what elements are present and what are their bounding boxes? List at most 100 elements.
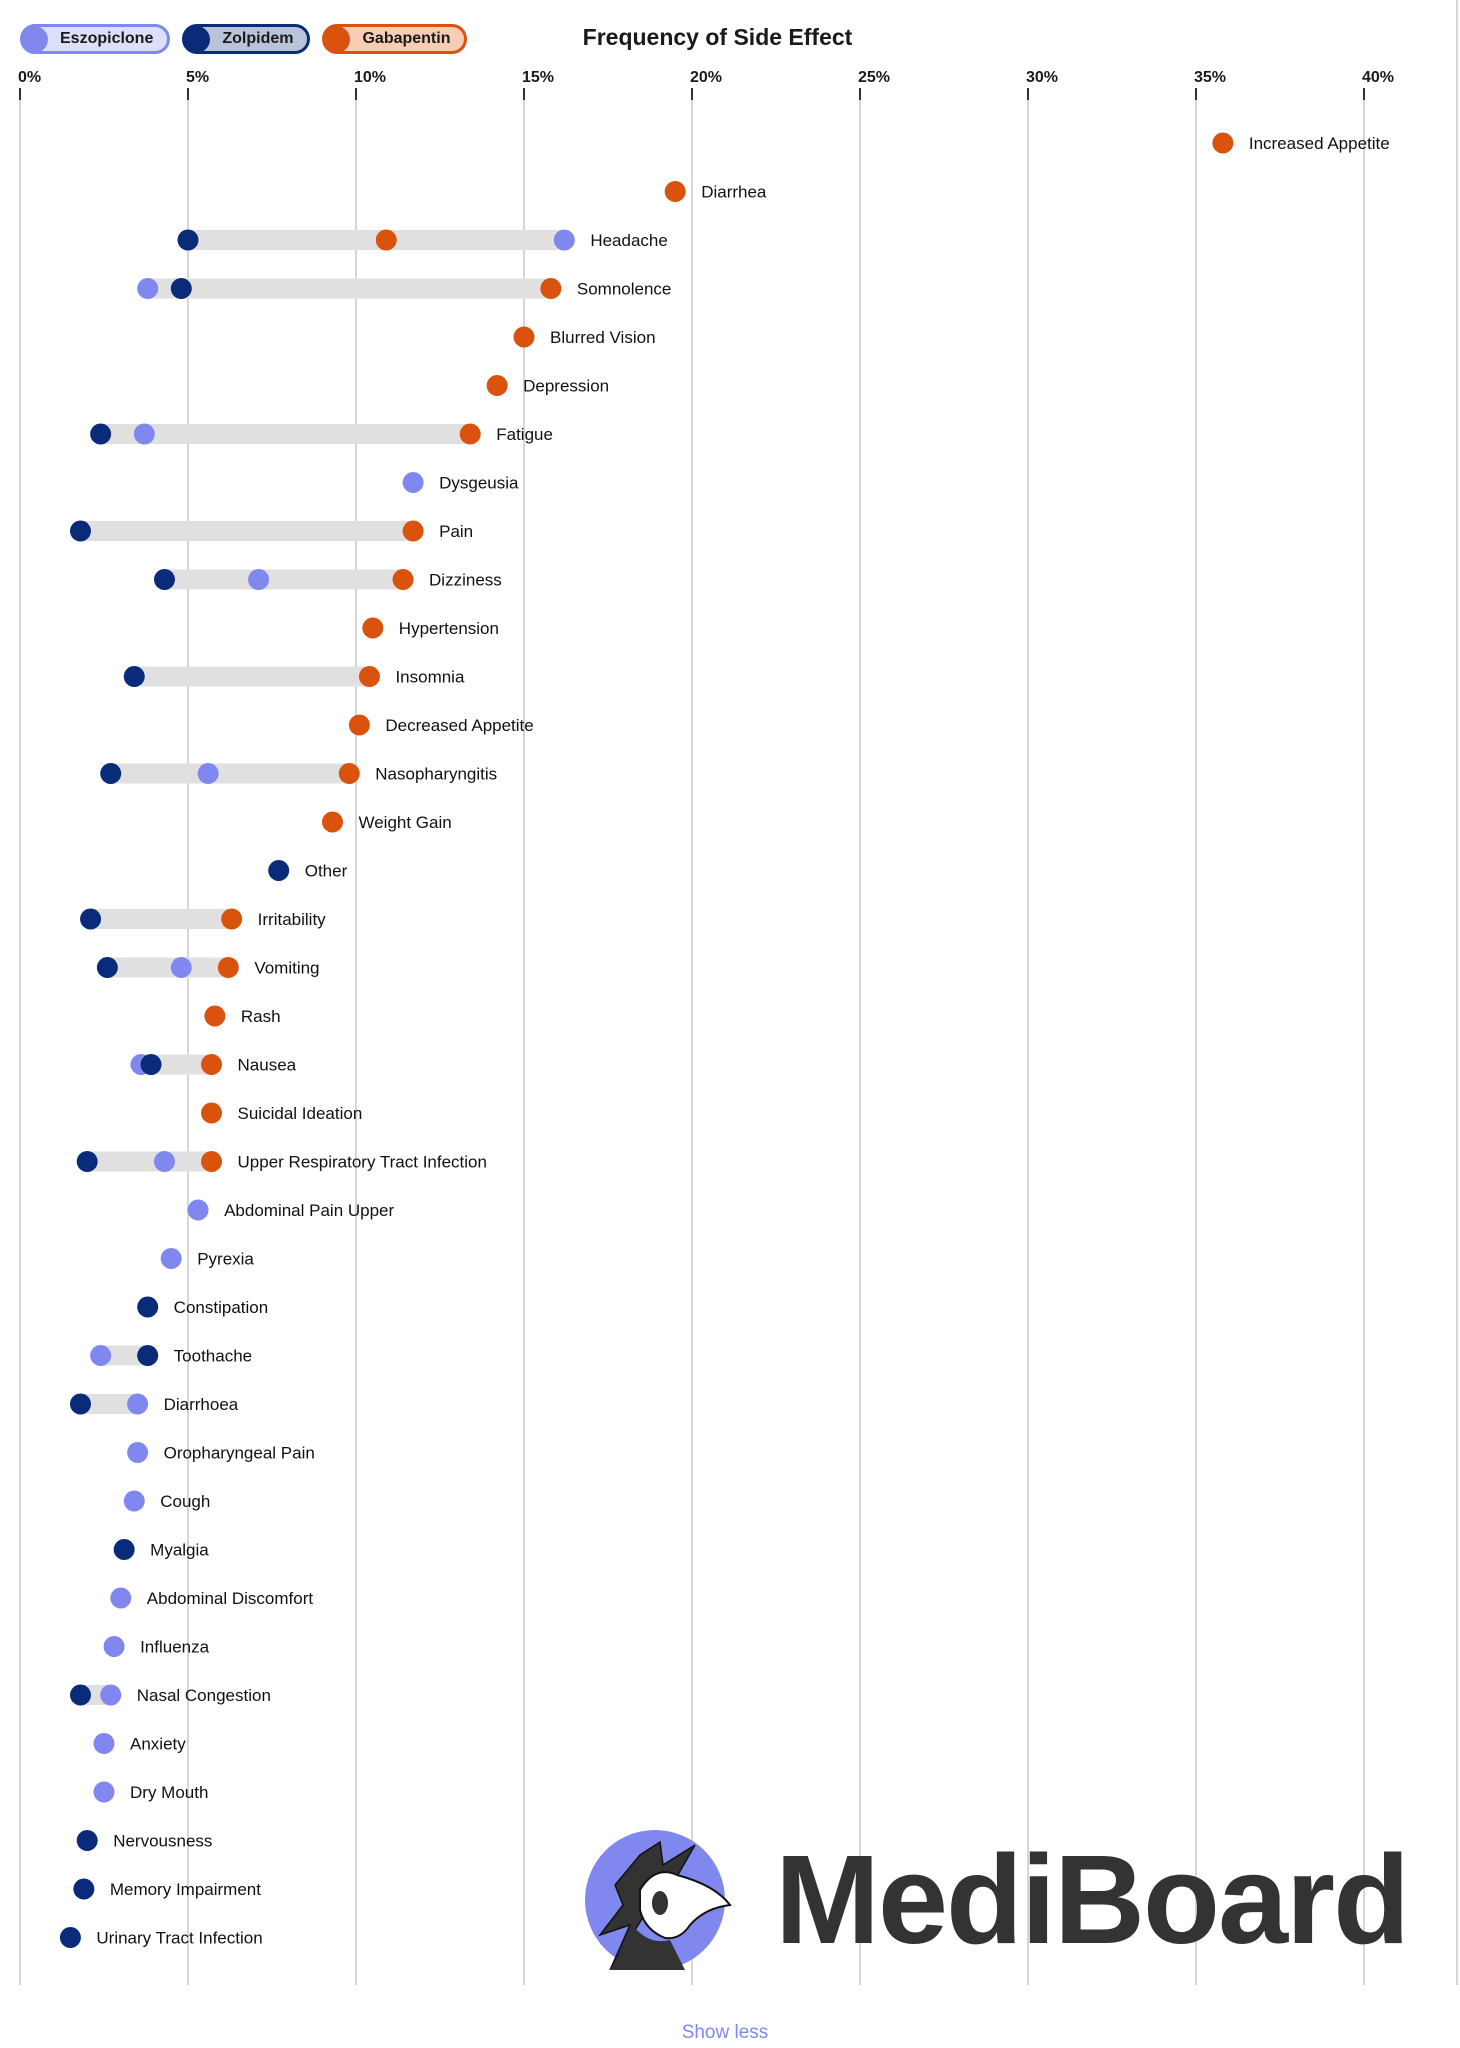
row-label: Dizziness <box>429 571 502 590</box>
row-label: Diarrhea <box>701 183 767 202</box>
gabapentin-point <box>486 375 508 396</box>
row-label: Somnolence <box>577 280 672 299</box>
zolpidem-point <box>113 1539 135 1560</box>
gabapentin-point <box>459 423 481 445</box>
zolpidem-point <box>177 229 199 251</box>
eszopiclone-point <box>110 1587 132 1609</box>
gabapentin-point <box>221 908 243 930</box>
x-tick-label: 35% <box>1194 69 1226 86</box>
row-label: Anxiety <box>130 1735 186 1754</box>
legend-toggle-gabapentin[interactable]: Gabapentin <box>322 24 468 54</box>
row-label: Rash <box>241 1007 281 1026</box>
zolpidem-point <box>153 569 175 590</box>
row-label: Weight Gain <box>358 813 451 832</box>
eszopiclone-point <box>133 423 155 445</box>
gabapentin-point <box>201 1151 223 1172</box>
gabapentin-swatch <box>323 25 351 53</box>
zolpidem-point <box>76 1830 98 1851</box>
zolpidem-point <box>69 1393 91 1415</box>
gabapentin-point <box>201 1054 223 1075</box>
gabapentin-point <box>321 811 343 833</box>
row-label: Constipation <box>174 1298 269 1317</box>
dot-range-chart: 0% 5% 10% 15% 20% 25% 30% 35% 40% Increased Appet… <box>18 0 1458 1985</box>
x-tick-label: 25% <box>858 69 890 86</box>
eszopiclone-point <box>402 472 424 493</box>
eszopiclone-point <box>90 1345 112 1366</box>
row-label: Memory Impairment <box>110 1880 261 1899</box>
row-label: Insomnia <box>395 668 465 687</box>
eszopiclone-point <box>93 1733 115 1754</box>
eszopiclone-swatch <box>21 25 48 53</box>
row-label: Pyrexia <box>197 1250 254 1269</box>
eszopiclone-point <box>127 1393 149 1415</box>
range-bar <box>100 424 471 444</box>
row-label: Blurred Vision <box>550 328 656 347</box>
row-label: Decreased Appetite <box>385 716 533 735</box>
chart-title: Frequency of Side Effect <box>582 24 853 50</box>
range-bar <box>100 1345 148 1366</box>
zolpidem-point <box>96 957 118 978</box>
x-tick-label: 15% <box>522 69 554 86</box>
row-label: Fatigue <box>496 425 553 444</box>
legend-toggle-zolpidem[interactable]: Zolpidem <box>182 24 311 54</box>
row-label: Nasopharyngitis <box>375 765 497 784</box>
eszopiclone-point <box>123 1490 145 1512</box>
zolpidem-point <box>123 666 145 687</box>
row-label: Vomiting <box>254 959 319 978</box>
row-label: Nausea <box>238 1056 297 1075</box>
row-label: Toothache <box>174 1347 252 1366</box>
zolpidem-point <box>76 1151 98 1172</box>
eszopiclone-point <box>197 763 219 784</box>
gabapentin-point <box>201 1102 223 1124</box>
x-tick-label: 5% <box>186 69 209 86</box>
row-label: Myalgia <box>150 1541 209 1560</box>
row-label: Diarrhoea <box>164 1395 239 1414</box>
zolpidem-point <box>137 1296 159 1318</box>
x-tick-label: 10% <box>354 69 386 86</box>
show-less-link[interactable]: Show less <box>681 2022 769 2043</box>
eszopiclone-point <box>127 1442 149 1463</box>
eszopiclone-point <box>160 1248 182 1269</box>
row-label: Dysgeusia <box>439 474 519 493</box>
row-label: Pain <box>439 522 473 541</box>
row-label: Cough <box>160 1492 210 1511</box>
gabapentin-point <box>348 714 370 736</box>
row-label: Irritability <box>258 910 327 929</box>
zolpidem-swatch <box>183 25 211 53</box>
zolpidem-point <box>268 860 290 881</box>
eszopiclone-point <box>153 1151 175 1172</box>
zolpidem-point <box>90 423 112 445</box>
zolpidem-point <box>69 1684 91 1706</box>
zolpidem-point <box>69 520 91 542</box>
row-label: Other <box>305 862 348 881</box>
gabapentin-point <box>1212 132 1234 154</box>
zolpidem-point <box>140 1054 162 1075</box>
eszopiclone-point <box>170 957 192 978</box>
zolpidem-point <box>73 1878 95 1900</box>
row-label: Urinary Tract Infection <box>96 1929 262 1948</box>
eszopiclone-point <box>103 1636 125 1657</box>
x-tick-label: 20% <box>690 69 722 86</box>
legend-toggle-eszopiclone[interactable]: Eszopiclone <box>20 24 171 54</box>
gabapentin-point <box>204 1005 226 1027</box>
zolpidem-point <box>80 908 102 930</box>
row-label: Increased Appetite <box>1249 134 1390 153</box>
gabapentin-point <box>358 666 380 687</box>
eszopiclone-point <box>100 1684 122 1706</box>
legend-label: Eszopiclone <box>60 30 154 47</box>
plague-doctor-icon <box>585 1830 732 1970</box>
eszopiclone-point <box>137 278 159 299</box>
range-bar <box>80 1394 138 1414</box>
eszopiclone-point <box>187 1199 209 1221</box>
legend: Eszopiclone Zolpidem Gabapentin <box>20 24 468 54</box>
zolpidem-point <box>170 278 192 299</box>
zolpidem-point <box>59 1927 81 1948</box>
gabapentin-point <box>217 957 239 978</box>
row-label: Depression <box>523 377 609 396</box>
x-tick-label: 0% <box>18 69 41 86</box>
gabapentin-point <box>402 520 424 542</box>
gabapentin-point <box>513 326 535 348</box>
gabapentin-point <box>392 569 414 590</box>
row-label: Upper Respiratory Tract Infection <box>238 1153 487 1172</box>
legend-label: Gabapentin <box>362 30 451 47</box>
